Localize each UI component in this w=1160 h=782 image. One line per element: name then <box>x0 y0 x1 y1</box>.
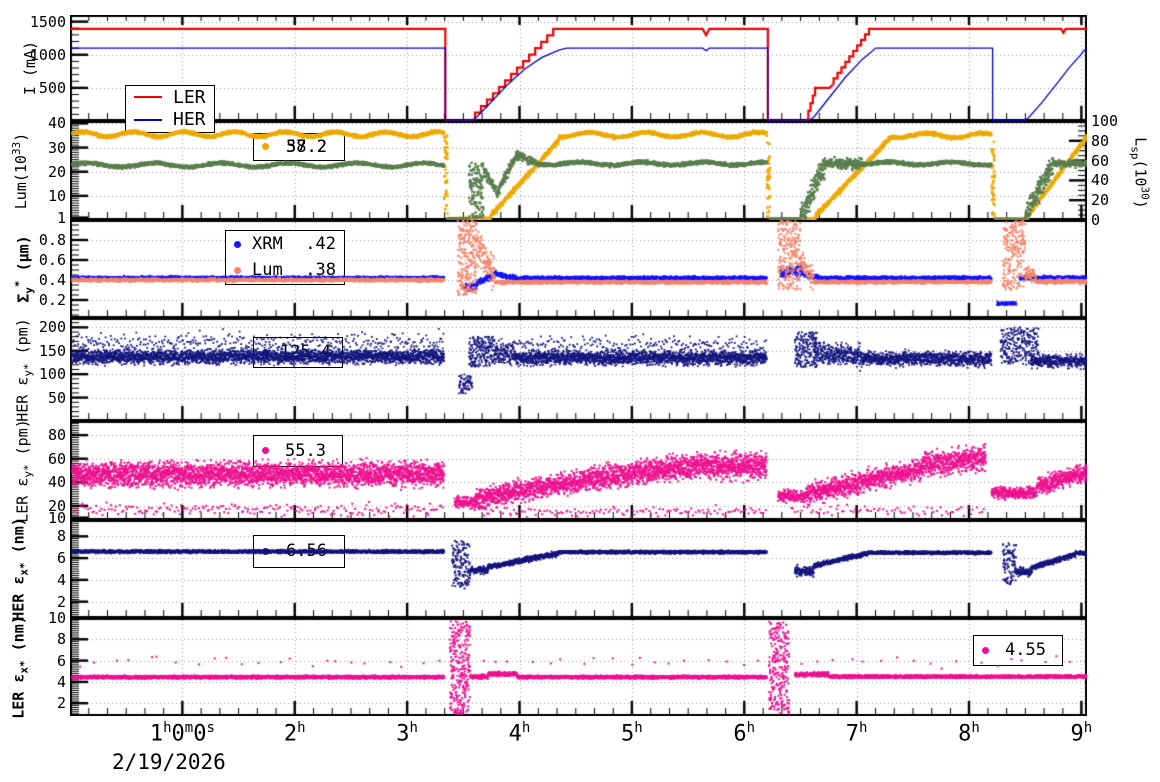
y-tick-label: 40 <box>47 114 66 133</box>
panel-ler-ex-grid <box>70 618 1087 716</box>
legend-entry: 55.3 <box>254 436 342 465</box>
y-axis-label-her-ex: HER εx* (nm) <box>9 517 31 621</box>
y-axis-label-luminosity: Lum(1033) <box>10 132 30 209</box>
right-y-tick-label: 20 <box>1091 191 1110 210</box>
x-tick-label: 6h <box>733 720 756 747</box>
y-tick-label: 8 <box>56 527 66 546</box>
x-tick-label: 7h <box>845 720 868 747</box>
legend-value: 4.55 <box>1005 640 1046 660</box>
y-tick-label: 10 <box>47 609 66 627</box>
legend-entry: HER <box>126 109 214 132</box>
y-tick-label: 30 <box>47 138 66 157</box>
y-tick-label: 50 <box>47 388 66 407</box>
legend-dot-icon <box>234 240 241 248</box>
y-tick-label: 4 <box>56 672 66 691</box>
legend-dot-icon <box>262 447 269 454</box>
legend-dot-icon <box>262 547 269 555</box>
panel-luminosity-grid <box>70 121 1087 220</box>
y-tick-label: 6 <box>56 549 66 568</box>
legend-entry: LER <box>126 86 214 109</box>
y-tick-label: 10 <box>47 186 66 205</box>
y-tick-label: 2 <box>56 694 66 713</box>
legend-entry: XRM .42 <box>226 231 344 257</box>
legend-value: 6.56 <box>286 541 327 561</box>
x-tick-label: 4h <box>508 720 531 747</box>
legend-line-swatch-icon <box>134 96 162 99</box>
legend-dot-icon <box>262 143 269 150</box>
y-axis-label-sigma-y: Σy* (μm) <box>12 235 36 303</box>
right-y-tick-label: 100 <box>1091 112 1119 130</box>
y-tick-label: 40 <box>47 473 66 492</box>
legend-entry: 125.4 <box>254 338 342 366</box>
y-tick-label: 150 <box>38 341 66 360</box>
y-tick-label: 4 <box>56 570 66 589</box>
legend-value: 37.2 <box>286 136 327 157</box>
x-tick-label: 9h <box>1070 720 1093 747</box>
panel-current-grid <box>70 15 1087 121</box>
legend-entry: 4.55 <box>974 636 1062 664</box>
y-tick-label: 80 <box>47 426 66 445</box>
legend-entry: Lum .38 <box>226 257 344 283</box>
legend-ler-ey: 55.3 <box>253 435 343 467</box>
legend-dot-icon <box>234 266 241 274</box>
panel-ler-ey-grid <box>70 421 1087 520</box>
y-tick-label: 0.2 <box>38 291 66 309</box>
y-tick-label: 20 <box>47 162 66 181</box>
panel-her-ex-grid <box>70 520 1087 618</box>
panel-sigma-y-grid <box>70 220 1087 318</box>
y-axis-label-her-ey: HER εy* (pm) <box>13 317 35 422</box>
legend-label: HER <box>173 109 206 131</box>
y-tick-label: 8 <box>56 630 66 649</box>
x-tick-label: 8h <box>958 720 980 747</box>
legend-label: LER <box>173 86 206 108</box>
panel-her-ey-grid <box>70 318 1087 421</box>
right-y-tick-label: 80 <box>1091 131 1110 150</box>
legend-line-swatch-icon <box>134 118 162 121</box>
y-tick-label: 0.8 <box>38 231 66 249</box>
legend-label: Lum <box>252 260 283 280</box>
y-axis-label-current: I (mA) <box>21 40 39 96</box>
right-y-tick-label: 60 <box>1091 151 1110 170</box>
right-y-axis-label: Lsp(1030) <box>1128 136 1152 209</box>
x-tick-label: 3h <box>396 720 418 747</box>
legend-ler-ex: 4.55 <box>973 635 1063 666</box>
legend-value: .42 <box>305 234 336 254</box>
right-y-tick-label: 40 <box>1091 171 1110 190</box>
y-tick-label: 60 <box>47 449 66 468</box>
y-tick-label: 20 <box>47 496 66 515</box>
legend-current: LER HER <box>125 85 215 133</box>
legend-value: 125.4 <box>279 342 332 362</box>
y-tick-label: 0.6 <box>38 251 66 269</box>
y-tick-label: 1000 <box>29 45 66 64</box>
legend-entry: 6.56 <box>254 536 344 566</box>
legend-entry: 58.2 37.2 <box>254 134 344 159</box>
x-tick-label: 5h <box>621 720 643 747</box>
y-axis-label-ler-ey: LER εy* (pm) <box>13 418 35 523</box>
legend-her-ex: 6.56 <box>253 535 345 568</box>
x-tick-label: 2h <box>283 720 306 747</box>
legend-value: 55.3 <box>285 440 326 461</box>
y-tick-label: 10 <box>47 508 66 527</box>
y-tick-label: 6 <box>56 651 66 670</box>
y-tick-label: 100 <box>38 365 66 384</box>
y-tick-label: 0.4 <box>38 271 66 289</box>
legend-label: XRM <box>252 234 283 254</box>
y-tick-label: 200 <box>38 318 66 337</box>
x-axis-date-label: 2/19/2026 <box>112 750 226 774</box>
y-tick-label: 1500 <box>29 12 66 31</box>
legend-luminosity: 58.2 37.2 <box>253 133 345 161</box>
y-tick-label: 2 <box>56 592 66 611</box>
legend-dot-icon <box>262 348 269 356</box>
legend-dot-icon <box>982 646 989 654</box>
y-tick-label: 500 <box>38 78 66 97</box>
legend-sigma-y: XRM .42 Lum .38 <box>225 230 345 285</box>
y-tick-label: 1 <box>56 208 66 227</box>
legend-value: .38 <box>305 260 336 280</box>
x-tick-label: 1h0m0s <box>149 720 215 747</box>
y-axis-label-ler-ex: LER εx* (nm) <box>9 615 31 719</box>
legend-her-ey: 125.4 <box>253 337 343 368</box>
right-y-tick-label: 0 <box>1091 211 1101 229</box>
